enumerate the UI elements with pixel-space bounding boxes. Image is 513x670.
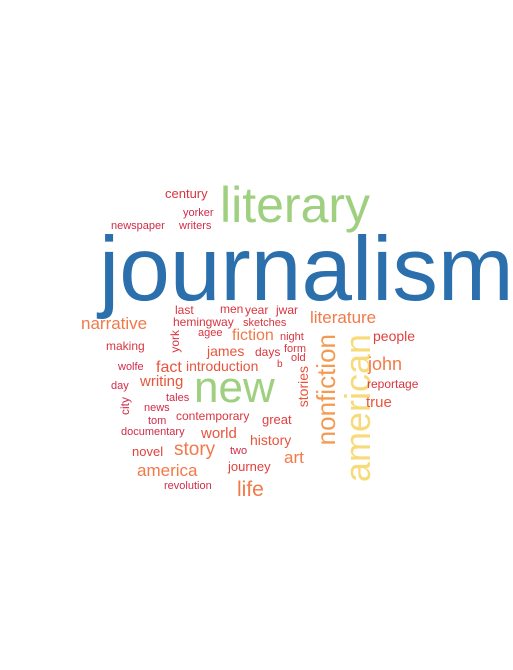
word-journey: journey	[228, 459, 271, 474]
word-wolfe: wolfe	[118, 361, 144, 373]
word-last: last	[175, 303, 194, 317]
word-story: story	[174, 439, 216, 460]
word-world: world	[201, 425, 237, 442]
word-narrative: narrative	[81, 314, 148, 333]
word-new: new	[194, 363, 275, 412]
word-history: history	[250, 432, 292, 448]
word-year: year	[245, 303, 269, 317]
word-true: true	[366, 394, 392, 411]
word-writers: writers	[179, 220, 212, 232]
word-news: news	[144, 402, 170, 414]
word-tom: tom	[148, 415, 167, 427]
word-documentary: documentary	[121, 426, 185, 438]
word-america: america	[137, 461, 198, 480]
word-introduction: introduction	[186, 358, 259, 374]
word-reportage: reportage	[367, 377, 419, 391]
word-men: men	[220, 302, 244, 316]
word-john: john	[368, 354, 403, 374]
word-writing: writing	[140, 373, 184, 390]
word-tales: tales	[166, 392, 190, 404]
word-sketches: sketches	[243, 317, 287, 329]
word-literature: literature	[310, 308, 377, 327]
word-people: people	[373, 328, 416, 344]
word-contemporary: contemporary	[176, 409, 250, 423]
word-b: b	[277, 359, 283, 370]
word-old: old	[291, 352, 306, 364]
word-days: days	[255, 345, 281, 359]
word-newspaper: newspaper	[111, 220, 165, 232]
word-stories: stories	[295, 366, 311, 408]
word-day: day	[111, 380, 129, 392]
word-agee: agee	[198, 327, 223, 339]
word-life: life	[237, 478, 264, 501]
word-fact: fact	[156, 359, 182, 376]
word-making: making	[106, 339, 145, 353]
word-journalism: journalism	[99, 219, 513, 320]
word-century: century	[165, 186, 208, 201]
word-jwar: jwar	[276, 303, 299, 317]
word-novel: novel	[132, 444, 164, 459]
word-york: york	[168, 330, 182, 353]
word-great: great	[262, 412, 292, 427]
word-hemingway: hemingway	[173, 315, 234, 329]
word-james: james	[207, 343, 245, 359]
word-night: night	[280, 331, 304, 343]
word-art: art	[284, 448, 304, 467]
word-form: form	[284, 343, 306, 355]
word-nonfiction: nonfiction	[311, 334, 341, 446]
word-literary: literary	[220, 177, 371, 233]
word-yorker: yorker	[183, 207, 214, 219]
word-two: two	[230, 445, 248, 457]
word-fiction: fiction	[232, 327, 274, 344]
word-city: city	[118, 397, 132, 415]
word-revolution: revolution	[164, 480, 212, 492]
